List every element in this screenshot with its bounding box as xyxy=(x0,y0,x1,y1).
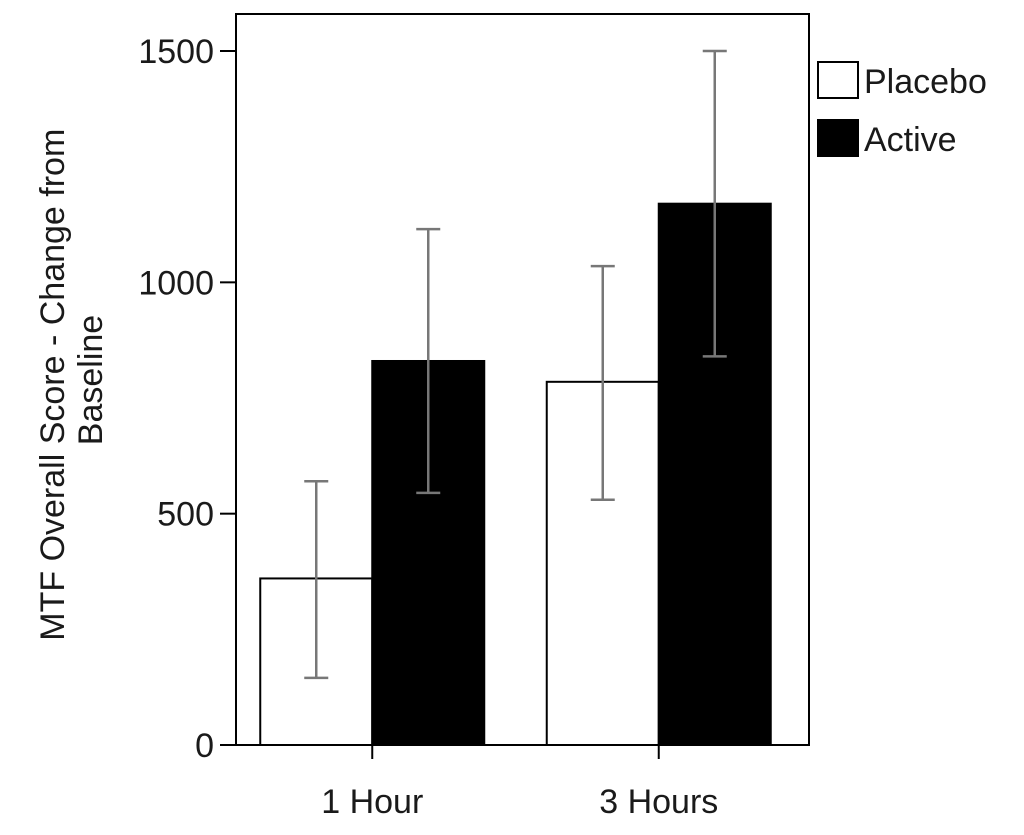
y-tick-label: 1000 xyxy=(138,264,214,302)
x-axis: 1 Hour 3 Hours xyxy=(321,745,718,821)
y-axis: 0 500 1000 1500 xyxy=(138,33,236,765)
y-axis-label-line-2: Baseline xyxy=(72,315,110,445)
legend-swatch-active xyxy=(817,119,859,157)
y-tick-label: 500 xyxy=(157,496,214,534)
y-axis-label: MTF Overall Score - Change from Baseline xyxy=(34,119,110,640)
y-tick-label: 0 xyxy=(195,727,214,765)
x-tick-label: 3 Hours xyxy=(599,783,718,821)
error-bars xyxy=(304,49,727,680)
legend: Placebo Active xyxy=(817,61,987,159)
legend-swatch-placebo xyxy=(817,61,859,99)
x-tick-label: 1 Hour xyxy=(321,783,423,821)
legend-label-active: Active xyxy=(864,121,957,159)
y-tick-label: 1500 xyxy=(138,33,214,71)
y-axis-label-line-1: MTF Overall Score - Change from xyxy=(34,129,72,641)
legend-label-placebo: Placebo xyxy=(864,63,987,101)
